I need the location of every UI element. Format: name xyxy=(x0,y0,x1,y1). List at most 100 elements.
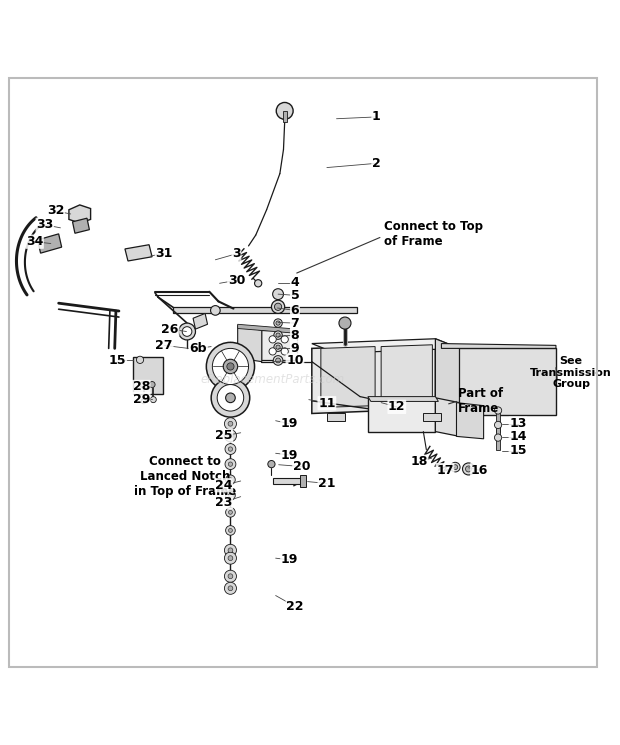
Circle shape xyxy=(226,526,235,535)
Polygon shape xyxy=(312,343,435,413)
Polygon shape xyxy=(73,218,89,233)
Polygon shape xyxy=(69,205,91,223)
Text: 8: 8 xyxy=(291,329,299,342)
Bar xyxy=(133,358,163,393)
Circle shape xyxy=(453,465,458,469)
Polygon shape xyxy=(441,343,556,349)
Text: 28: 28 xyxy=(133,381,150,393)
Polygon shape xyxy=(260,330,297,361)
Circle shape xyxy=(281,348,288,355)
Circle shape xyxy=(276,358,280,363)
Text: 14: 14 xyxy=(509,431,527,443)
Circle shape xyxy=(225,443,236,454)
Polygon shape xyxy=(368,396,438,402)
Circle shape xyxy=(228,548,233,553)
Text: 31: 31 xyxy=(156,247,173,260)
Text: Part of
Frame: Part of Frame xyxy=(458,387,503,416)
Text: 16: 16 xyxy=(471,463,488,477)
Text: 6b: 6b xyxy=(190,342,207,355)
Circle shape xyxy=(224,570,236,583)
Circle shape xyxy=(228,574,233,579)
Polygon shape xyxy=(441,349,556,415)
Polygon shape xyxy=(321,346,375,408)
Polygon shape xyxy=(368,398,435,431)
Text: 3: 3 xyxy=(232,247,241,260)
Circle shape xyxy=(276,333,280,337)
Text: eReplacementParts.com: eReplacementParts.com xyxy=(200,373,345,386)
Circle shape xyxy=(225,459,236,469)
Circle shape xyxy=(224,583,236,595)
Text: 32: 32 xyxy=(47,204,64,218)
Text: Connect to
Lanced Notch
in Top of Frame: Connect to Lanced Notch in Top of Frame xyxy=(134,454,236,498)
Text: See
Transmission
Group: See Transmission Group xyxy=(530,356,612,389)
Circle shape xyxy=(275,303,281,311)
Circle shape xyxy=(274,319,282,327)
Circle shape xyxy=(179,323,195,340)
Circle shape xyxy=(229,478,232,482)
Text: 33: 33 xyxy=(36,218,53,231)
Circle shape xyxy=(228,422,233,426)
Circle shape xyxy=(281,336,288,343)
Bar xyxy=(495,425,500,440)
Circle shape xyxy=(463,463,474,475)
Text: 15: 15 xyxy=(509,444,527,457)
Circle shape xyxy=(229,493,232,498)
Circle shape xyxy=(226,393,235,402)
Text: 12: 12 xyxy=(388,400,405,413)
Circle shape xyxy=(141,399,146,404)
Text: 6: 6 xyxy=(291,304,299,317)
Circle shape xyxy=(276,345,280,349)
Text: 13: 13 xyxy=(509,417,526,430)
Circle shape xyxy=(272,300,285,314)
Circle shape xyxy=(255,279,262,287)
Text: 5: 5 xyxy=(291,289,299,302)
Polygon shape xyxy=(173,308,357,314)
Circle shape xyxy=(228,556,233,560)
Circle shape xyxy=(226,507,235,517)
Circle shape xyxy=(228,434,233,438)
Polygon shape xyxy=(381,345,432,408)
Circle shape xyxy=(495,422,502,428)
Text: Connect to Top
of Frame: Connect to Top of Frame xyxy=(384,220,483,248)
Polygon shape xyxy=(327,413,345,421)
Circle shape xyxy=(226,475,235,484)
Polygon shape xyxy=(456,402,484,439)
Circle shape xyxy=(224,418,236,430)
Bar xyxy=(495,410,500,431)
Polygon shape xyxy=(38,234,61,253)
Text: 25: 25 xyxy=(215,429,232,443)
Polygon shape xyxy=(237,326,262,361)
Circle shape xyxy=(213,349,249,384)
Text: 2: 2 xyxy=(372,157,381,170)
Bar xyxy=(283,111,286,121)
Circle shape xyxy=(224,430,236,442)
Circle shape xyxy=(211,305,220,315)
Circle shape xyxy=(451,463,460,472)
Circle shape xyxy=(274,343,282,352)
Circle shape xyxy=(276,321,280,325)
Circle shape xyxy=(228,447,232,451)
Text: 7: 7 xyxy=(291,317,299,329)
Polygon shape xyxy=(237,324,297,333)
Text: 19: 19 xyxy=(281,448,298,462)
Circle shape xyxy=(140,381,146,387)
Circle shape xyxy=(182,327,192,336)
Circle shape xyxy=(466,466,472,472)
Text: 11: 11 xyxy=(318,397,335,410)
Text: 10: 10 xyxy=(286,354,304,367)
Polygon shape xyxy=(312,339,459,353)
Text: 23: 23 xyxy=(215,495,232,509)
Text: 19: 19 xyxy=(281,554,298,566)
Circle shape xyxy=(268,460,275,468)
Circle shape xyxy=(223,359,237,374)
Polygon shape xyxy=(193,314,208,329)
Text: 19: 19 xyxy=(281,417,298,430)
Circle shape xyxy=(136,356,144,364)
Text: 9: 9 xyxy=(291,342,299,355)
Circle shape xyxy=(228,462,232,466)
Circle shape xyxy=(273,355,283,365)
Polygon shape xyxy=(423,413,441,421)
Circle shape xyxy=(149,381,155,387)
Circle shape xyxy=(229,510,232,514)
Polygon shape xyxy=(435,339,459,413)
